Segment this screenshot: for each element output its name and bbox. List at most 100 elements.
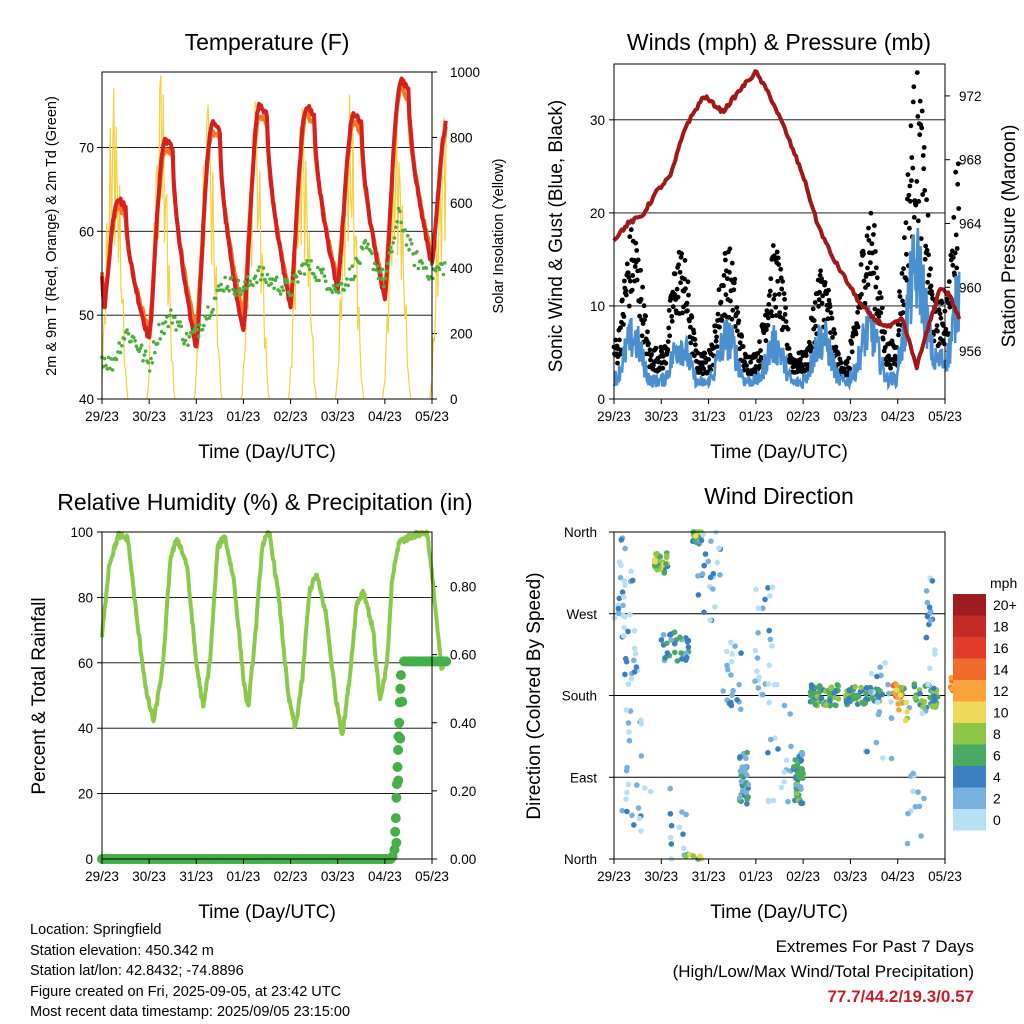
td2m-point xyxy=(219,282,223,287)
td2m-point xyxy=(319,271,324,275)
gust-point xyxy=(783,305,788,311)
gust-point xyxy=(882,329,888,335)
direction-point xyxy=(621,614,628,620)
gust-point xyxy=(663,360,669,366)
td2m-point xyxy=(342,288,347,292)
gust-point xyxy=(771,253,777,259)
gust-point xyxy=(910,99,916,105)
gust-point xyxy=(880,336,886,342)
dir-xtick-label: 03/23 xyxy=(834,869,868,884)
direction-point xyxy=(791,764,797,770)
direction-point xyxy=(769,584,776,591)
direction-point xyxy=(864,748,870,755)
direction-point xyxy=(863,685,870,691)
td2m-point xyxy=(312,272,316,276)
gust-point xyxy=(910,165,916,171)
direction-point xyxy=(622,545,628,552)
gust-point xyxy=(900,310,906,315)
direction-point xyxy=(684,654,690,661)
temp-xtick-label: 31/23 xyxy=(179,409,213,424)
direction-point xyxy=(629,812,635,819)
rh-ytick-label: 80 xyxy=(78,590,93,605)
temp-ytick-label: 50 xyxy=(79,308,94,323)
solar-ytick-label: 800 xyxy=(450,130,473,145)
direction-point xyxy=(631,627,638,634)
direction-point xyxy=(904,840,911,847)
gust-point xyxy=(942,341,947,347)
gust-point xyxy=(773,304,779,310)
td2m-point xyxy=(222,289,226,293)
gust-point xyxy=(622,278,627,284)
gust-point xyxy=(826,297,832,303)
direction-point xyxy=(710,570,717,577)
gust-point xyxy=(952,250,958,256)
td2m-point xyxy=(364,245,369,250)
direction-point xyxy=(927,617,934,624)
gust-point xyxy=(621,314,627,319)
gust-point xyxy=(780,279,785,284)
gust-point xyxy=(638,267,643,273)
gust-point xyxy=(882,345,888,350)
gust-point xyxy=(691,330,697,336)
td2m-point xyxy=(174,328,178,332)
gust-point xyxy=(637,313,642,319)
precip-point xyxy=(395,670,406,681)
gust-point xyxy=(828,330,833,335)
gust-point xyxy=(618,325,623,331)
pressure-series xyxy=(612,69,962,371)
gust-point xyxy=(640,321,646,326)
gust-point xyxy=(920,192,926,197)
humidity-ylabel: Percent & Total Rainfall xyxy=(29,597,50,794)
td2m-point xyxy=(314,278,319,283)
gust-point xyxy=(945,300,951,306)
gust-point xyxy=(925,279,930,285)
winds-title: Winds (mph) & Pressure (mb) xyxy=(627,29,931,55)
legend-swatch xyxy=(953,615,986,637)
direction-point xyxy=(886,690,892,697)
direction-point xyxy=(788,743,794,750)
gust-point xyxy=(732,324,738,329)
direction-point xyxy=(667,632,673,638)
gust-point xyxy=(728,298,733,304)
direction-point xyxy=(623,796,629,802)
td2m-point xyxy=(195,328,200,332)
winds-panel: Winds (mph) & Pressure (mb) 0 10 20 30 956 96… xyxy=(546,29,1020,463)
direction-point xyxy=(785,798,791,805)
gust-point xyxy=(757,363,763,369)
gust-point xyxy=(947,304,953,310)
gust-point xyxy=(621,322,626,327)
td2m-point xyxy=(337,290,341,295)
humidity-title: Relative Humidity (%) & Precipitation (i… xyxy=(57,489,472,515)
gust-point xyxy=(874,275,880,281)
direction-point xyxy=(660,632,667,638)
gust-point xyxy=(638,296,644,302)
direction-point xyxy=(617,574,624,581)
gust-point xyxy=(825,307,830,313)
dir-xtick-label: 31/23 xyxy=(692,869,726,884)
temp-xtick-label: 05/23 xyxy=(415,409,449,424)
gust-point xyxy=(783,319,789,324)
temperature-title: Temperature (F) xyxy=(185,29,350,55)
td2m-point xyxy=(257,265,262,269)
wind-xtick-label: 04/23 xyxy=(881,409,915,424)
td2m-point xyxy=(346,283,351,288)
gust-point xyxy=(701,366,707,372)
gust-point xyxy=(901,266,906,272)
gust-point xyxy=(721,283,726,289)
gust-point xyxy=(721,273,727,278)
gust-point xyxy=(692,337,698,342)
direction-point xyxy=(679,809,685,815)
td2m-point xyxy=(274,275,279,280)
gust-point xyxy=(672,271,678,277)
direction-point xyxy=(831,702,838,708)
td2m-point xyxy=(267,283,271,288)
td2m-point xyxy=(227,289,231,293)
rh-xtick-label: 29/23 xyxy=(85,869,119,884)
temperature-panel: Temperature (F) 40 50 60 70 0 200 400 600 800 100… xyxy=(44,29,507,463)
direction-point xyxy=(738,650,744,656)
direction-point xyxy=(695,592,702,598)
gust-point xyxy=(937,311,943,317)
direction-point xyxy=(697,853,703,860)
direction-point xyxy=(846,687,853,694)
